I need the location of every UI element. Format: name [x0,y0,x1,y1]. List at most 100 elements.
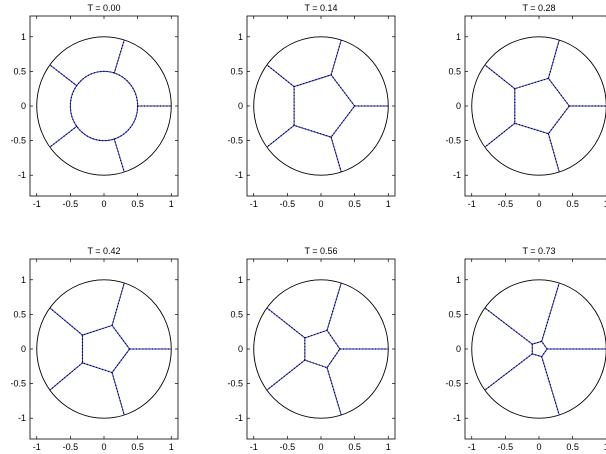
x-tick-label: 0 [101,442,106,452]
spoke-line [326,283,342,331]
spoke-line-dots [541,356,560,415]
data-area [253,279,389,419]
x-tick-label: 0.5 [348,199,361,209]
spoke-line-dots [113,40,125,74]
panel-1: T = 0.00 -1 -0.5 0 0.5 1 1 0.5 0 -0.5 -1 [10,3,179,209]
x-tick-label: 0.5 [131,199,144,209]
data-area [471,279,606,419]
y-tick-label: -1 [18,170,26,180]
spoke-line-dots [49,307,83,336]
spoke-line-dots [49,64,78,87]
outer-circle [253,36,389,176]
x-tick-label: -1 [468,199,476,209]
core-polygon [531,340,548,358]
y-tick-label: 0.5 [448,309,461,319]
x-tick-label: 1 [604,199,606,209]
spoke-line-dots [484,307,533,345]
x-tick-label: 1 [169,442,174,452]
spoke-line [484,64,516,90]
data-area [253,36,389,176]
outer-circle [36,279,172,419]
outer-circle [471,36,606,176]
y-tick-label: -1 [453,170,461,180]
spoke-line [266,359,306,391]
x-tick-label: 0 [536,442,541,452]
x-tick-label: 0 [318,199,323,209]
x-tick-label: 0.5 [348,442,361,452]
x-tick-label: -0.5 [63,199,79,209]
core-polygon-dots [514,77,571,135]
y-tick-label: -0.5 [227,379,243,389]
spoke-line-dots [547,40,560,79]
panel-2: T = 0.14 -1 -0.5 0 0.5 1 1 0.5 0 -0.5 -1 [227,3,396,209]
x-tick-label: -1 [250,199,258,209]
y-tick-label: -1 [235,170,243,180]
x-tick-label: 1 [386,199,391,209]
core-polygon [304,329,341,369]
spoke-line [330,40,342,75]
y-tick-label: -0.5 [227,136,243,146]
panel-title: T = 0.42 [87,246,120,256]
data-area [36,279,172,419]
spoke-line [266,124,295,148]
spoke-line-dots [111,283,125,326]
panel-title: T = 0.56 [304,246,337,256]
y-tick-label: 0.5 [13,66,26,76]
data-area [471,36,606,176]
x-tick-label: -1 [250,442,258,452]
y-tick-label: 1 [21,32,26,42]
y-tick-label: 1 [456,275,461,285]
y-tick-label: 0.5 [230,66,243,76]
x-tick-label: -1 [468,442,476,452]
spoke-line-dots [547,133,560,172]
spoke-line-dots [111,372,125,415]
spoke-line [266,64,295,88]
x-tick-label: -0.5 [498,442,514,452]
x-tick-label: 0.5 [566,442,579,452]
outer-circle [471,279,606,419]
outer-circle [36,36,172,176]
spoke-line-dots [541,283,560,342]
y-tick-label: 1 [456,32,461,42]
core-circle-dots [69,70,139,142]
x-tick-label: -1 [33,199,41,209]
y-tick-label: -0.5 [10,379,26,389]
y-tick-label: 0.5 [230,309,243,319]
data-area [36,36,172,176]
y-tick-label: -1 [18,413,26,423]
y-tick-label: -0.5 [445,136,461,146]
y-tick-label: 0 [456,344,461,354]
spoke-line [484,122,516,148]
y-tick-label: -1 [235,413,243,423]
x-tick-label: 0 [536,199,541,209]
x-tick-label: 1 [169,199,174,209]
spoke-line [330,137,342,172]
y-tick-label: 0 [21,101,26,111]
y-tick-label: 0 [456,101,461,111]
panel-5: T = 0.56 -1 -0.5 0 0.5 1 1 0.5 0 -0.5 -1 [227,246,396,452]
spoke-line-dots [49,125,78,148]
x-tick-label: -1 [33,442,41,452]
y-tick-label: 1 [21,275,26,285]
spoke-line [266,307,306,339]
panel-title: T = 0.73 [522,246,555,256]
core-polygon-dots [293,74,356,138]
x-tick-label: -0.5 [280,199,296,209]
panel-4: T = 0.42 -1 -0.5 0 0.5 1 1 0.5 0 -0.5 -1 [10,246,179,452]
panel-3: T = 0.28 -1 -0.5 0 0.5 1 1 0.5 0 -0.5 -1 [445,3,606,209]
x-tick-label: -0.5 [280,442,296,452]
x-tick-label: -0.5 [63,442,79,452]
outer-circle [253,279,389,419]
spoke-line [326,367,342,415]
y-tick-label: 0 [238,344,243,354]
x-tick-label: 0.5 [131,442,144,452]
panel-6: T = 0.73 -1 -0.5 0 0.5 1 1 0.5 0 -0.5 -1 [445,246,606,452]
y-tick-label: -1 [453,413,461,423]
panel-title: T = 0.14 [304,3,337,13]
x-tick-label: -0.5 [498,199,514,209]
x-tick-label: 1 [386,442,391,452]
y-tick-label: 0 [21,344,26,354]
y-tick-label: -0.5 [10,136,26,146]
y-tick-label: 0.5 [448,66,461,76]
